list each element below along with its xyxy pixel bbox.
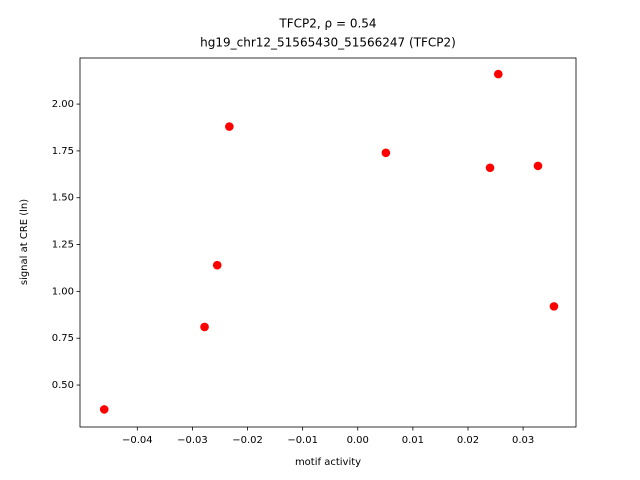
- y-tick-label: 1.00: [52, 286, 74, 297]
- point: [99, 405, 109, 414]
- y-tick-label: 1.75: [52, 146, 74, 157]
- y-tick-label: 0.50: [52, 380, 74, 391]
- point: [493, 69, 503, 79]
- x-tick-label: −0.01: [287, 435, 318, 446]
- point: [549, 302, 559, 311]
- x-tick-label: −0.02: [232, 435, 263, 446]
- point: [225, 122, 234, 131]
- chart-subtitle: hg19_chr12_51565430_51566247 (TFCP2): [200, 36, 456, 50]
- x-tick-label: −0.04: [122, 435, 153, 446]
- x-axis-label: motif activity: [295, 457, 361, 468]
- plot-frame: [79, 57, 577, 428]
- y-tick-label: 2.00: [52, 99, 74, 110]
- point: [200, 322, 209, 332]
- x-tick-label: 0.00: [347, 435, 369, 446]
- y-tick-label: 1.25: [52, 240, 74, 251]
- point: [533, 161, 543, 171]
- x-tick-label: 0.01: [402, 435, 424, 446]
- y-axis-label: signal at CRE (ln): [19, 199, 30, 285]
- point: [212, 260, 222, 270]
- x-tick-label: 0.02: [457, 435, 479, 446]
- x-tick-label: −0.03: [177, 435, 208, 446]
- point: [485, 163, 495, 173]
- chart-title: TFCP2, ρ = 0.54: [278, 17, 376, 31]
- y-tick-label: 0.75: [52, 333, 74, 344]
- x-tick-label: 0.03: [512, 435, 534, 446]
- point: [381, 148, 391, 158]
- y-tick-label: 1.50: [52, 193, 74, 204]
